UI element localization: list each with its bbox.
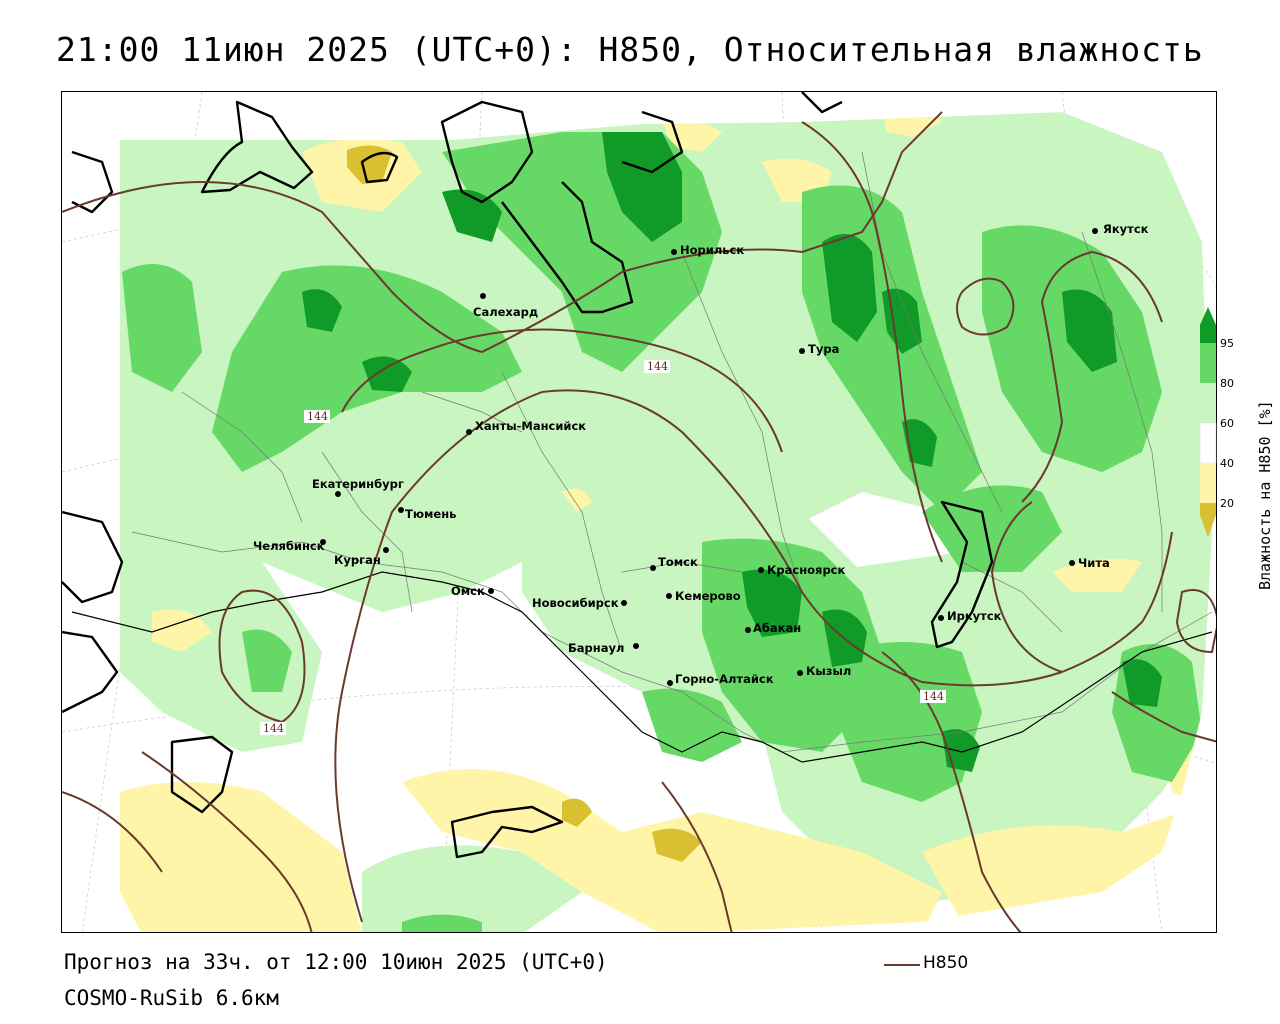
colorbar-cap-bottom xyxy=(1200,515,1216,537)
city-dot xyxy=(480,293,486,299)
city-label: Томск xyxy=(658,555,698,569)
city-marker: Кызыл xyxy=(797,664,851,678)
city-dot xyxy=(799,348,805,354)
city-marker: Томск xyxy=(650,555,698,571)
colorbar-tick: 95 xyxy=(1220,337,1234,350)
city-dot xyxy=(633,643,639,649)
city-marker: Барнаул xyxy=(568,641,639,655)
city-label: Екатеринбург xyxy=(312,477,404,491)
humidity-gt95 xyxy=(302,132,1162,772)
svg-text:144: 144 xyxy=(307,410,328,423)
city-dot xyxy=(667,680,673,686)
city-dot xyxy=(1092,228,1098,234)
admin-boundaries xyxy=(131,151,1213,753)
city-dot xyxy=(1069,560,1075,566)
city-label: Челябинск xyxy=(253,539,325,553)
city-dot xyxy=(398,507,404,513)
city-label: Барнаул xyxy=(568,641,624,655)
city-label: Салехард xyxy=(473,305,538,319)
contour-label: 144 xyxy=(260,722,286,735)
colorbar-band-20-40 xyxy=(1200,463,1216,503)
contour-label: 144 xyxy=(644,360,670,373)
svg-text:144: 144 xyxy=(263,722,284,735)
city-marker: Кемерово xyxy=(666,589,741,603)
colorbar: 95 80 60 40 20 xyxy=(1200,307,1234,537)
svg-text:144: 144 xyxy=(647,360,668,373)
city-marker: Тюмень xyxy=(398,507,456,521)
city-label: Горно-Алтайск xyxy=(675,672,774,686)
city-dot xyxy=(320,539,326,545)
city-label: Кемерово xyxy=(675,589,741,603)
city-label: Чита xyxy=(1078,556,1110,570)
city-marker: Горно-Алтайск xyxy=(667,672,774,686)
city-dot xyxy=(621,600,627,606)
humidity-field xyxy=(120,112,1212,932)
city-marker: Норильск xyxy=(671,243,744,257)
colorbar-title: Влажность на H850 [%] xyxy=(1256,400,1274,590)
city-dot xyxy=(666,593,672,599)
city-marker: Чита xyxy=(1069,556,1110,570)
colorbar-band-40-60 xyxy=(1200,422,1217,464)
national-border xyxy=(71,571,1213,763)
forecast-info: Прогноз на 33ч. от 12:00 10июн 2025 (UTC… xyxy=(64,950,608,974)
city-dot xyxy=(650,565,656,571)
city-label: Тюмень xyxy=(405,507,456,521)
city-label: Ханты-Мансийск xyxy=(475,419,586,433)
contour-labels: 144 144 144 144 xyxy=(260,360,946,735)
colorbar-tick: 60 xyxy=(1220,417,1234,430)
city-marker: Салехард xyxy=(473,293,538,319)
city-marker: Якутск xyxy=(1092,222,1149,236)
colorbar-tick: 40 xyxy=(1220,457,1234,470)
city-dot xyxy=(383,547,389,553)
svg-text:144: 144 xyxy=(923,690,944,703)
city-marker: Челябинск xyxy=(253,539,326,553)
h850-contours xyxy=(62,111,1216,932)
city-dot xyxy=(488,588,494,594)
city-dot xyxy=(745,627,751,633)
map-canvas: 144 144 144 144 Якутск Норильск Салехард Ту… xyxy=(62,92,1216,932)
coastlines xyxy=(62,92,994,859)
colorbar-band-gt95 xyxy=(1200,325,1216,343)
city-marker: Иркутск xyxy=(938,609,1002,623)
model-name: COSMO-RuSib 6.6км xyxy=(64,986,279,1010)
city-dot xyxy=(671,249,677,255)
city-label: Иркутск xyxy=(947,609,1002,623)
city-label: Якутск xyxy=(1103,222,1149,236)
city-label: Тура xyxy=(808,342,839,356)
colorbar-tick: 80 xyxy=(1220,377,1234,390)
city-marker: Курган xyxy=(334,547,389,567)
city-marker: Екатеринбург xyxy=(312,477,404,497)
city-dot xyxy=(466,429,472,435)
legend-label: H850 xyxy=(923,953,969,973)
city-dot xyxy=(335,491,341,497)
city-label: Омск xyxy=(451,584,485,598)
city-markers: Якутск Норильск Салехард Тура Ханты-Мансийск… xyxy=(253,222,1149,686)
city-label: Новосибирск xyxy=(532,596,619,610)
legend-line-swatch xyxy=(884,964,920,966)
city-label: Красноярск xyxy=(767,563,845,577)
city-marker: Омск xyxy=(451,584,494,598)
city-dot xyxy=(938,615,944,621)
city-dot xyxy=(758,567,764,573)
colorbar-band-80-95 xyxy=(1200,343,1216,383)
humidity-lt20 xyxy=(347,145,702,862)
map-frame: 144 144 144 144 Якутск Норильск Салехард Ту… xyxy=(61,91,1217,933)
city-dot xyxy=(797,670,803,676)
colorbar-cap-top xyxy=(1200,307,1216,325)
city-label: Кызыл xyxy=(806,664,851,678)
city-marker: Тура xyxy=(799,342,839,356)
colorbar-band-lt20 xyxy=(1200,503,1216,515)
city-marker: Абакан xyxy=(745,621,801,635)
city-marker: Ханты-Мансийск xyxy=(466,419,586,435)
city-label: Абакан xyxy=(753,621,801,635)
city-marker: Новосибирск xyxy=(532,596,627,610)
colorbar-band-60-80 xyxy=(1200,383,1216,423)
contour-label: 144 xyxy=(920,690,946,703)
city-marker: Красноярск xyxy=(758,563,845,577)
contour-label: 144 xyxy=(304,410,330,423)
city-label: Курган xyxy=(334,553,381,567)
city-label: Норильск xyxy=(680,243,744,257)
colorbar-tick: 20 xyxy=(1220,497,1234,510)
map-title: 21:00 11июн 2025 (UTC+0): H850, Относите… xyxy=(56,30,1204,69)
